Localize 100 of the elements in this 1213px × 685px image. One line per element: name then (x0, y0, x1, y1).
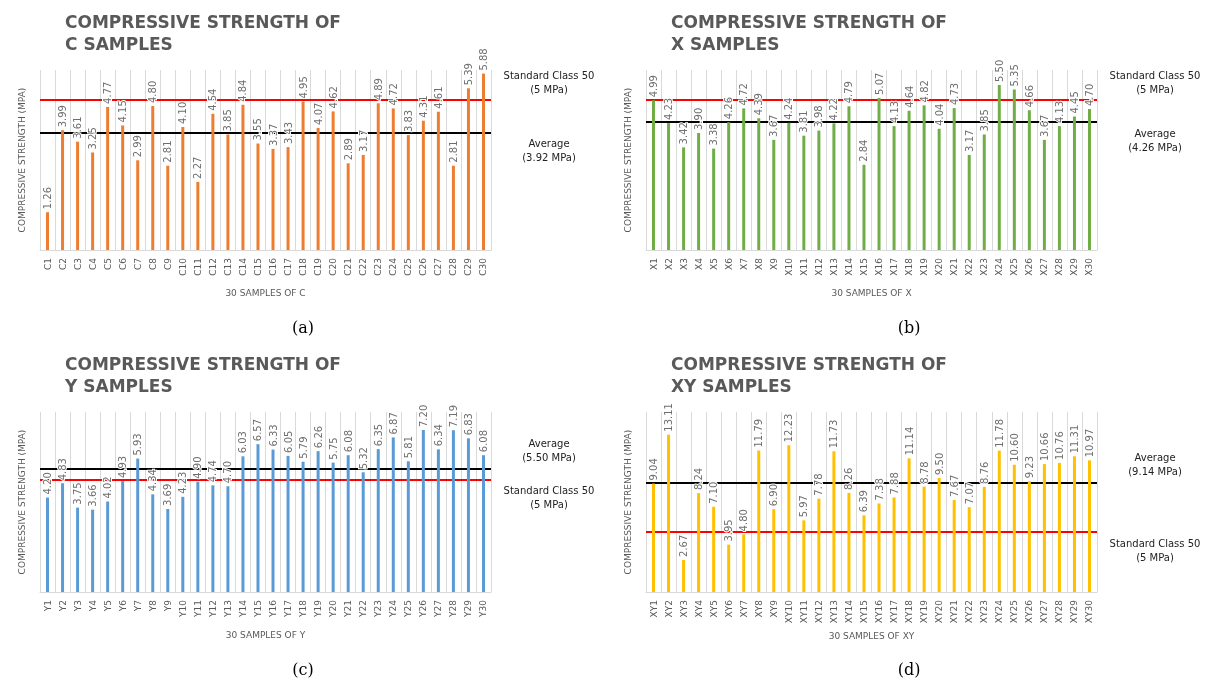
x-tick-label: Y9 (162, 599, 173, 613)
bar (61, 483, 65, 592)
data-label: 3.67 (1038, 114, 1050, 137)
x-tick-label: X1 (648, 258, 659, 270)
bar (1072, 456, 1076, 592)
data-label: 3.42 (678, 122, 690, 145)
data-label: 2.67 (678, 534, 690, 557)
data-label: 4.84 (237, 79, 249, 102)
x-tick-label: Y15 (252, 600, 263, 618)
x-tick-label: Y20 (328, 599, 339, 618)
data-label: 5.88 (477, 48, 489, 71)
x-tick-label: Y12 (207, 600, 218, 618)
data-label: 4.61 (432, 86, 444, 109)
bar (937, 128, 941, 250)
data-label: 7.78 (813, 473, 825, 496)
x-tick-label: X16 (874, 257, 885, 276)
data-label: 11.14 (903, 426, 915, 456)
x-tick-label: X30 (1084, 257, 1095, 276)
x-tick-label: C23 (373, 258, 384, 276)
bar (922, 486, 926, 592)
x-tick-label: C28 (448, 257, 459, 276)
x-tick-label: XY7 (738, 600, 749, 618)
bar (817, 498, 821, 592)
data-label: 7.19 (447, 404, 459, 428)
x-tick-label: XY25 (1009, 600, 1020, 624)
bar (877, 97, 881, 250)
x-tick-label: Y23 (373, 600, 384, 618)
bar (907, 110, 911, 250)
data-label: 6.87 (387, 412, 399, 435)
bar (196, 181, 200, 250)
data-label: 4.34 (147, 469, 159, 492)
bar (667, 123, 671, 250)
data-label: 6.57 (252, 418, 264, 442)
data-label: 6.05 (282, 430, 294, 453)
bar (802, 520, 806, 592)
chart-title: COMPRESSIVE STRENGTH OF X SAMPLES (671, 12, 953, 54)
bar (391, 108, 395, 250)
y-axis-title: COMPRESSIVE STRENGTH (MPA) (622, 87, 633, 233)
x-tick-label: X10 (783, 257, 794, 276)
x-tick-label: C13 (222, 258, 233, 276)
data-label: 13.11 (663, 403, 675, 432)
bar (136, 160, 140, 250)
data-label: 8.78 (918, 461, 930, 484)
x-tick-label: XY24 (994, 599, 1005, 624)
data-label: 3.66 (87, 484, 99, 507)
bar (466, 438, 470, 592)
bar (91, 509, 95, 592)
data-label: 5.50 (993, 59, 1005, 82)
chart-title: COMPRESSIVE STRENGTH OF Y SAMPLES (64, 354, 347, 396)
x-tick-label: Y7 (132, 600, 143, 613)
x-tick-label: XY6 (723, 599, 734, 618)
bar (271, 148, 275, 250)
bar (361, 154, 365, 250)
x-tick-label: C20 (328, 257, 339, 276)
bar (241, 104, 245, 250)
x-tick-label: X2 (663, 258, 674, 270)
data-label: 3.99 (57, 105, 69, 128)
x-tick-label: X13 (828, 258, 839, 276)
bar (451, 430, 455, 592)
data-label: 3.83 (402, 109, 414, 133)
data-label: 1.26 (42, 186, 54, 210)
bar (226, 486, 230, 592)
bar (181, 127, 185, 250)
x-tick-label: XY11 (798, 600, 809, 624)
data-label: 9.23 (1023, 455, 1035, 479)
data-label: 4.95 (297, 76, 309, 99)
bar (46, 497, 50, 592)
data-label: 4.24 (783, 97, 795, 120)
bar (862, 164, 866, 250)
x-tick-label: Y1 (42, 600, 53, 613)
data-label: 3.75 (72, 482, 84, 505)
ref-line-label: Average (9.14 MPa) (1128, 451, 1182, 477)
x-tick-label: C10 (177, 257, 188, 276)
x-tick-label: Y17 (283, 600, 294, 618)
x-tick-label: Y5 (102, 600, 113, 613)
bar (922, 105, 926, 250)
x-tick-label: Y21 (343, 600, 354, 618)
bar (241, 456, 245, 592)
bar (772, 509, 776, 592)
bar (106, 501, 110, 592)
data-label: 2.84 (858, 139, 870, 162)
bar (436, 449, 440, 592)
x-tick-label: Y11 (192, 600, 203, 618)
bar (997, 450, 1001, 592)
x-tick-label: XY30 (1084, 599, 1095, 624)
bar (727, 544, 731, 592)
data-label: 4.13 (888, 100, 900, 124)
data-label: 4.39 (753, 93, 765, 116)
bar (697, 133, 701, 250)
x-tick-label: XY13 (828, 600, 839, 624)
bar (997, 85, 1001, 250)
x-tick-label: XY19 (919, 599, 930, 624)
x-tick-label: X5 (708, 258, 719, 270)
bar (757, 450, 761, 592)
bar (316, 451, 320, 592)
bar (667, 434, 671, 592)
bar (271, 449, 275, 592)
bar (1057, 462, 1061, 592)
x-tick-label: XY2 (663, 600, 674, 618)
data-label: 4.02 (102, 476, 114, 499)
